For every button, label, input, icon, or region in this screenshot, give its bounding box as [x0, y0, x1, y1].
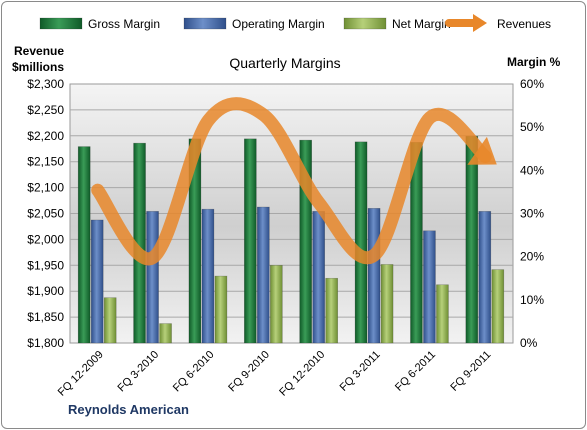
bar: [201, 208, 215, 344]
bar: [491, 269, 505, 344]
x-axis-tick-label: FQ 3-2011: [338, 349, 383, 394]
left-axis-tick-label: $2,150: [27, 155, 64, 169]
bar: [77, 146, 91, 344]
left-axis-tick-label: $2,050: [27, 207, 64, 221]
bar: [103, 297, 117, 344]
bar: [146, 211, 159, 344]
bar: [159, 323, 172, 344]
bar: [465, 135, 479, 344]
bar: [478, 211, 492, 344]
bar: [270, 264, 283, 344]
left-axis-tick-label: $2,200: [27, 129, 64, 143]
left-axis-tick-label: $2,250: [27, 103, 64, 117]
bar: [380, 264, 394, 344]
x-axis-tick-label: FQ 3-2010: [116, 349, 162, 395]
bar: [436, 284, 449, 344]
legend-label: Gross Margin: [88, 17, 160, 31]
right-axis-tick-label: 10%: [520, 293, 544, 307]
revenue-point: [484, 155, 487, 158]
x-axis-ticks: FQ 12-2009 FQ 3-2010 FQ 6-2010 FQ 9-2010 FQ …: [56, 349, 494, 399]
x-axis-tick-label: FQ 12-2009: [56, 349, 106, 399]
right-axis-tick-label: 50%: [520, 120, 544, 134]
right-axis-tick-label: 60%: [520, 77, 544, 91]
legend-label: Operating Margin: [232, 17, 325, 31]
left-axis-ticks: $1,800 $1,850 $1,900 $1,950 $2,000 $2,050 $2,1…: [27, 77, 64, 350]
bar: [423, 230, 436, 344]
revenue-point: [96, 189, 99, 192]
legend-swatch-arrow: [473, 14, 487, 32]
right-axis-tick-label: 0%: [520, 336, 538, 350]
revenue-point: [152, 256, 155, 259]
right-axis-ticks: 0% 10% 20% 30% 40% 50% 60%: [520, 77, 544, 350]
legend-swatch: [343, 17, 387, 30]
left-axis-tick-label: $1,800: [27, 336, 64, 350]
left-axis-tick-label: $1,850: [27, 310, 64, 324]
legend-label: Revenues: [497, 17, 551, 31]
left-axis-tick-label: $2,300: [27, 77, 64, 91]
right-axis-title: Margin %: [507, 55, 561, 69]
legend-swatch: [39, 17, 83, 30]
left-axis-tick-label: $2,100: [27, 181, 64, 195]
right-axis-tick-label: 40%: [520, 163, 544, 177]
revenue-arrow-head: [467, 136, 497, 165]
revenue-point: [428, 116, 431, 119]
x-axis-tick-label: FQ 12-2010: [277, 349, 327, 399]
bar: [244, 138, 257, 344]
left-axis-title-line2: $millions: [12, 60, 65, 74]
x-axis-tick-label: FQ 9-2010: [226, 349, 272, 395]
company-name: Reynolds American: [68, 402, 189, 417]
bar: [312, 211, 325, 344]
bar: [367, 208, 381, 344]
bar: [257, 206, 270, 344]
revenue-line-path: [91, 97, 492, 266]
x-axis-tick-label: FQ 6-2011: [393, 349, 438, 394]
chart-title: Quarterly Margins: [229, 55, 341, 71]
revenue-point: [318, 202, 321, 205]
left-axis-title-line1: Revenue: [14, 44, 65, 58]
revenue-point: [373, 253, 376, 256]
left-axis-tick-label: $1,950: [27, 258, 64, 272]
bar: [214, 275, 228, 344]
left-axis-tick-label: $2,000: [27, 232, 64, 246]
left-axis-tick-label: $1,900: [27, 284, 64, 298]
legend: Gross Margin Operating Margin Net Margin Re…: [39, 14, 551, 32]
x-axis-tick-label: FQ 6-2010: [171, 349, 217, 395]
revenue-line: [91, 97, 497, 266]
bar: [90, 219, 104, 344]
revenue-point: [262, 114, 265, 117]
legend-swatch: [183, 17, 227, 30]
legend-label: Net Margin: [392, 17, 451, 31]
right-axis-tick-label: 20%: [520, 250, 544, 264]
x-axis-tick-label: FQ 9-2011: [448, 349, 493, 394]
revenue-point: [207, 119, 210, 122]
right-axis-tick-label: 30%: [520, 207, 544, 221]
bar: [354, 141, 368, 344]
bar: [325, 277, 338, 344]
